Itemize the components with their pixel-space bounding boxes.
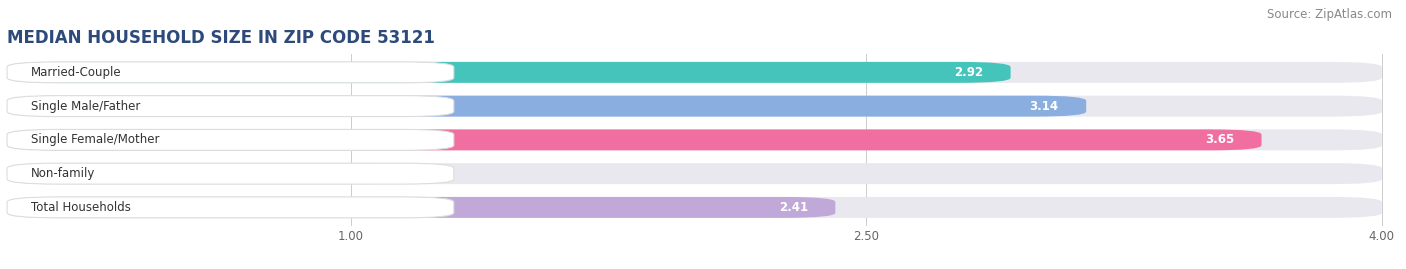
FancyBboxPatch shape (7, 62, 454, 83)
Text: Married-Couple: Married-Couple (31, 66, 122, 79)
FancyBboxPatch shape (7, 96, 1087, 116)
Text: Single Male/Father: Single Male/Father (31, 100, 141, 113)
Text: MEDIAN HOUSEHOLD SIZE IN ZIP CODE 53121: MEDIAN HOUSEHOLD SIZE IN ZIP CODE 53121 (7, 29, 434, 47)
FancyBboxPatch shape (7, 163, 454, 184)
Text: Source: ZipAtlas.com: Source: ZipAtlas.com (1267, 8, 1392, 21)
FancyBboxPatch shape (7, 62, 1382, 83)
Text: Total Households: Total Households (31, 201, 131, 214)
FancyBboxPatch shape (7, 197, 835, 218)
Text: 3.65: 3.65 (1205, 133, 1234, 146)
FancyBboxPatch shape (7, 197, 454, 218)
Text: Non-family: Non-family (31, 167, 96, 180)
FancyBboxPatch shape (7, 129, 1261, 150)
Text: Single Female/Mother: Single Female/Mother (31, 133, 160, 146)
Text: 1.18: 1.18 (356, 167, 385, 180)
FancyBboxPatch shape (7, 129, 454, 150)
Text: 2.41: 2.41 (779, 201, 808, 214)
FancyBboxPatch shape (7, 129, 1382, 150)
FancyBboxPatch shape (7, 62, 1011, 83)
FancyBboxPatch shape (7, 96, 454, 116)
Text: 2.92: 2.92 (955, 66, 983, 79)
FancyBboxPatch shape (7, 96, 1382, 116)
FancyBboxPatch shape (7, 163, 1382, 184)
FancyBboxPatch shape (7, 197, 1382, 218)
FancyBboxPatch shape (7, 163, 412, 184)
Text: 3.14: 3.14 (1029, 100, 1059, 113)
